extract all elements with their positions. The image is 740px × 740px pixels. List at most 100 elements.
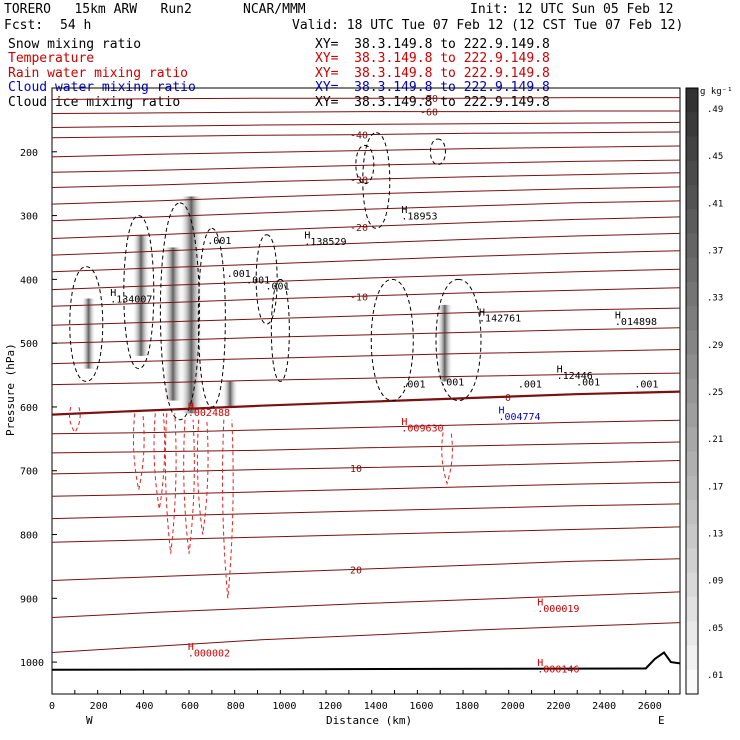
west-label: W <box>86 714 93 727</box>
ice-contour <box>197 227 226 408</box>
ice-max-label: H <box>304 231 310 242</box>
colorbar-swatch <box>686 669 698 695</box>
y-tick-label: 800 <box>20 531 38 542</box>
ice-contour <box>123 215 155 370</box>
y-tick-label: 400 <box>20 275 38 286</box>
colorbar-label: .05 <box>707 624 723 634</box>
ice-max-label: H <box>557 365 563 376</box>
ice-max-label: .142761 <box>479 314 521 325</box>
ice-contour <box>270 278 290 382</box>
x-tick-label: 0 <box>49 701 55 712</box>
rain-contour <box>441 432 453 486</box>
mixing-ratio-contour-label: .001 <box>246 275 270 286</box>
cloud-ice-shading <box>222 381 239 407</box>
cloud-ice-shading <box>436 304 453 382</box>
temperature-contour <box>51 131 681 139</box>
temperature-contour <box>51 232 681 256</box>
cloud-ice-shading <box>132 234 151 356</box>
colorbar-swatch <box>686 112 698 137</box>
mixing-ratio-contour-label: .001 <box>576 377 600 388</box>
colorbar-label: .13 <box>707 530 723 540</box>
ice-contour <box>355 144 375 185</box>
x-tick-label: 1200 <box>318 701 342 712</box>
rain-max-label: H <box>401 417 407 428</box>
temperature-contour-label: 20 <box>350 566 362 577</box>
colorbar-swatch <box>686 160 698 186</box>
rain-contour <box>196 419 209 535</box>
temperature-contour <box>51 558 681 581</box>
colorbar-swatch <box>686 281 698 307</box>
temperature-contour <box>51 327 681 344</box>
ice-contour <box>362 132 391 229</box>
colorbar-label: .29 <box>707 341 723 351</box>
ice-max-label: H <box>615 310 621 321</box>
ice-contour <box>159 202 200 421</box>
colorbar-swatch <box>686 233 698 259</box>
mixing-ratio-contour-label: .001 <box>401 379 425 390</box>
temperature-contour <box>51 159 681 173</box>
ice-max-label: .134007 <box>110 295 152 306</box>
y-tick-label: 300 <box>20 212 38 223</box>
x-tick-label: 800 <box>227 701 245 712</box>
header-init: Init: 12 UTC Sun 05 Feb 12 <box>470 2 674 17</box>
x-tick-label: 400 <box>135 701 153 712</box>
colorbar-label: .37 <box>707 247 723 257</box>
temperature-contour <box>51 441 681 454</box>
rain-max-label: .000019 <box>537 604 579 615</box>
ice-contour <box>69 266 104 382</box>
temperature-contour <box>51 390 681 416</box>
field-name: Rain water mixing ratio <box>8 66 189 81</box>
header-fcst-label: Fcst: <box>4 18 44 33</box>
temperature-contour <box>51 372 681 386</box>
cloud-ice-shading <box>81 298 96 369</box>
field-name: Snow mixing ratio <box>8 37 142 52</box>
ice-max-label: .014898 <box>615 317 657 328</box>
colorbar-label: .21 <box>707 435 723 445</box>
colorbar-label: .33 <box>707 294 723 304</box>
colorbar-swatch <box>686 306 698 331</box>
temperature-contour-label: -70 <box>420 94 438 105</box>
temperature-contour-label: -10 <box>350 292 368 303</box>
field-xy: XY= 38.3.149.8 to 222.9.149.8 <box>315 95 550 110</box>
ice-contour <box>255 234 278 325</box>
temperature-contour <box>51 307 681 326</box>
ice-max-label: .18953 <box>401 212 437 223</box>
colorbar-swatch <box>686 257 698 283</box>
y-tick-label: 700 <box>20 467 38 478</box>
x-tick-label: 200 <box>90 701 108 712</box>
y-tick-label: 900 <box>20 594 38 605</box>
ice-contour <box>429 138 446 166</box>
colorbar-swatch <box>686 548 698 574</box>
x-tick-label: 1400 <box>364 701 388 712</box>
field-name: Temperature <box>8 51 95 66</box>
rain-contour <box>164 413 177 554</box>
x-tick-label: 1800 <box>455 701 479 712</box>
field-xy: XY= 38.3.149.8 to 222.9.149.8 <box>315 66 550 81</box>
colorbar-label: .25 <box>707 388 723 398</box>
colorbar-label: .41 <box>707 199 723 209</box>
y-tick-label: 600 <box>20 403 38 414</box>
temperature-contour-label: -60 <box>420 108 438 119</box>
temperature-contour <box>51 121 681 128</box>
colorbar-swatch <box>686 621 698 647</box>
rain-max-label: .000002 <box>188 649 230 660</box>
temperature-contour <box>51 419 681 435</box>
ice-max-label: H <box>479 307 485 318</box>
ice-contour <box>370 278 414 402</box>
ice-max-label: .12446 <box>557 371 593 382</box>
temperature-contour <box>51 268 681 291</box>
rain-max-label: .000146 <box>537 664 579 675</box>
colorbar-swatch <box>686 209 698 234</box>
temperature-contour <box>51 287 681 307</box>
mixing-ratio-contour-label: .001 <box>440 377 464 388</box>
colorbar-swatch <box>686 330 698 356</box>
temperature-contour <box>51 460 681 475</box>
ice-contour <box>435 278 482 402</box>
mixing-ratio-contour-label: .001 <box>227 269 251 280</box>
rain-contour <box>132 413 145 490</box>
colorbar-swatch <box>686 403 698 428</box>
x-tick-label: 2200 <box>546 701 570 712</box>
colorbar-label: .09 <box>707 577 723 587</box>
rain-max-label: H <box>537 658 543 669</box>
y-tick-label: 200 <box>20 148 38 159</box>
